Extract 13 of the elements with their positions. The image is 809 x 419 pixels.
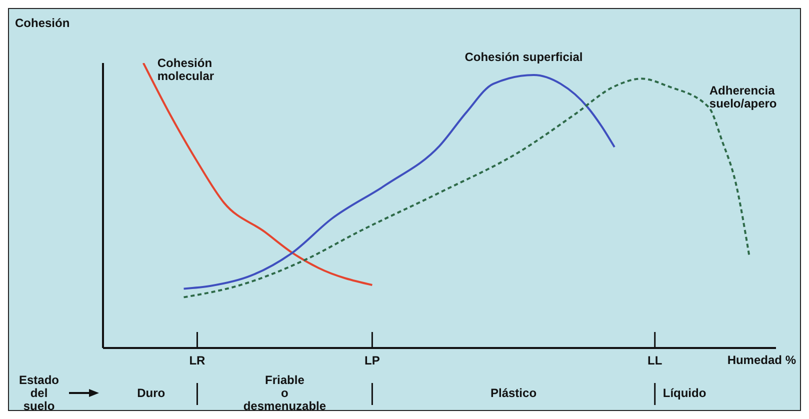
series-label: Cohesión superficial — [464, 50, 583, 64]
text: Plástico — [490, 386, 537, 400]
text: Líquido — [662, 386, 706, 400]
text: Estado del suelo — [18, 373, 60, 413]
x-axis-title: Humedad % — [727, 353, 796, 367]
x-tick-label: LP — [364, 354, 380, 368]
text: Friable o desmenuzable — [243, 373, 326, 413]
series-label: Cohesión molecular — [157, 56, 214, 83]
y-axis-title: Cohesión — [15, 16, 70, 30]
series-label: Adherencia suelo/apero — [709, 84, 777, 111]
x-tick-label: LR — [189, 354, 206, 368]
x-tick-label: LL — [648, 354, 662, 368]
text: Duro — [137, 386, 166, 400]
